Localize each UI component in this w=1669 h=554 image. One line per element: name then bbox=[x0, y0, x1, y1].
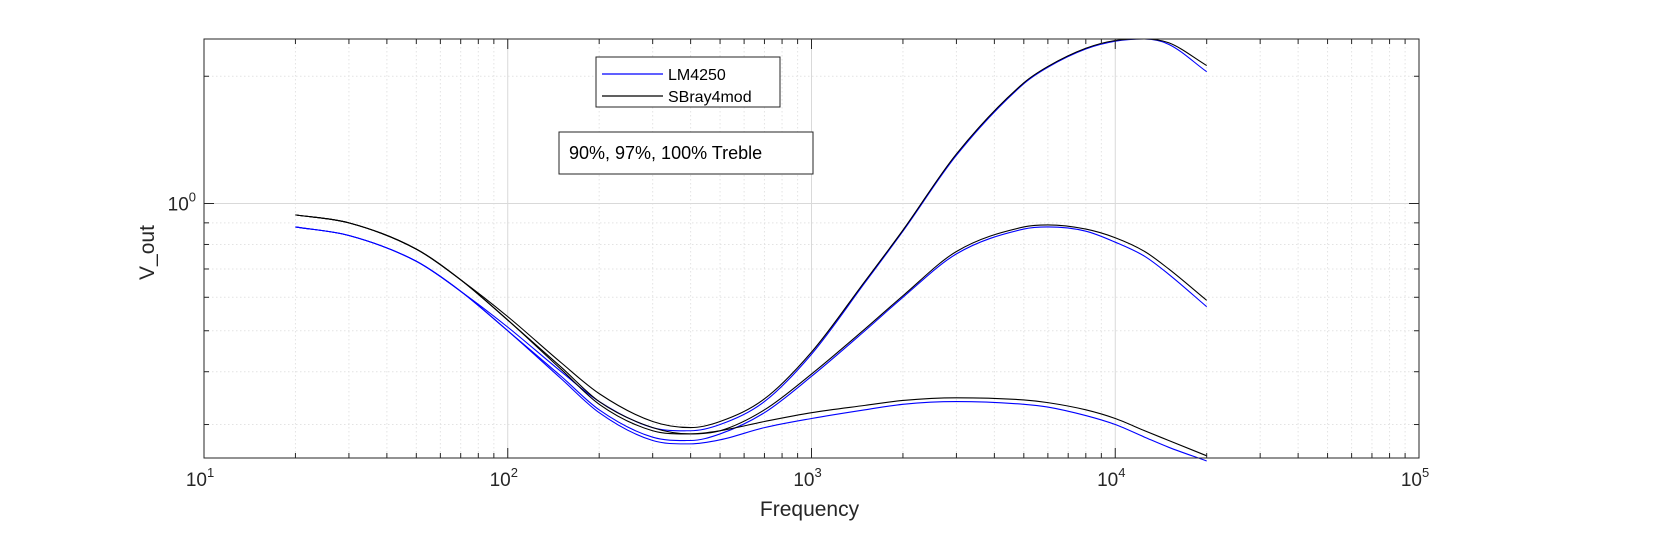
series-line-sbray4mod bbox=[295, 214, 1207, 457]
series-line-lm4250 bbox=[295, 38, 1208, 432]
series-line-lm4250 bbox=[295, 226, 1207, 462]
ticks bbox=[203, 39, 1420, 458]
annotation-text: 90%, 97%, 100% Treble bbox=[569, 143, 762, 163]
x-axis-label: Frequency bbox=[760, 498, 860, 521]
tick-labels: 101 102 103 104 105 100 bbox=[168, 190, 1430, 491]
series-line-sbray4mod bbox=[295, 38, 1207, 429]
legend: LM4250 SBray4mod bbox=[595, 56, 781, 108]
annotation-border bbox=[558, 131, 814, 175]
y-axis-label: V_out bbox=[136, 225, 159, 280]
x-tick-label: 104 bbox=[1097, 465, 1125, 491]
legend-entry-lm4250: LM4250 bbox=[668, 67, 726, 84]
legend-box bbox=[595, 56, 781, 108]
x-tick-label: 101 bbox=[186, 465, 214, 491]
grid bbox=[203, 39, 1419, 458]
x-tick-label: 102 bbox=[490, 465, 518, 491]
series-layer bbox=[295, 38, 1208, 462]
y-tick-label: 100 bbox=[168, 190, 196, 216]
annotation-box: 90%, 97%, 100% Treble bbox=[558, 131, 814, 175]
x-tick-label: 105 bbox=[1401, 465, 1429, 491]
legend-entry-sbray4mod: SBray4mod bbox=[668, 89, 752, 106]
x-tick-label: 103 bbox=[793, 465, 821, 491]
